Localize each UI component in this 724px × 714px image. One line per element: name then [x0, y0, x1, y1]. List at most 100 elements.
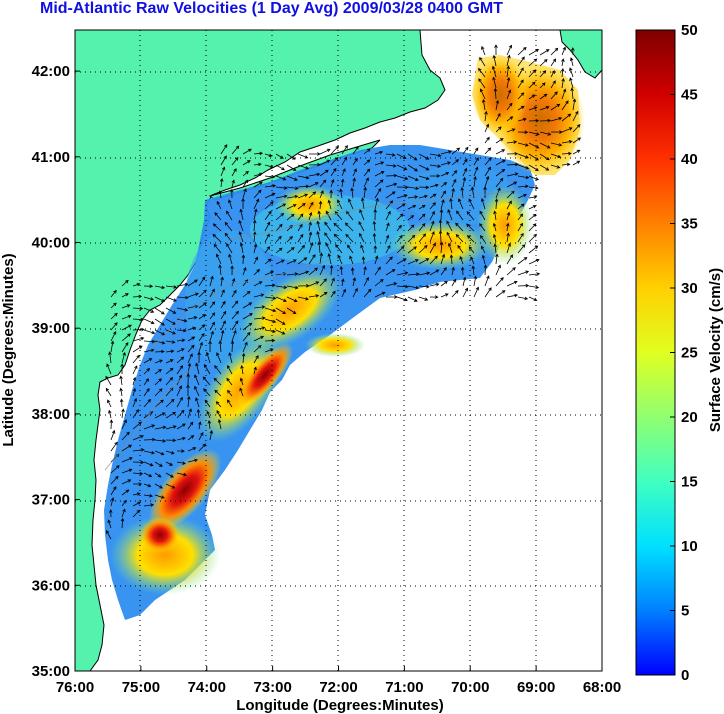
velocity-arrow [374, 255, 379, 265]
velocity-arrow [253, 162, 262, 167]
velocity-arrow [110, 475, 119, 485]
velocity-arrow [528, 258, 540, 265]
colorbar-tick-label: 0 [681, 667, 689, 684]
velocity-arrow [286, 213, 295, 221]
velocity-arrow [227, 389, 233, 397]
velocity-arrow [506, 65, 510, 78]
velocity-arrow [176, 365, 184, 375]
velocity-arrow [121, 419, 127, 430]
velocity-arrow [253, 208, 258, 221]
velocity-arrow [110, 302, 117, 309]
velocity-arrow [459, 255, 464, 265]
velocity-arrow [132, 460, 145, 465]
velocity-arrow [440, 161, 451, 166]
velocity-arrow [374, 291, 386, 298]
velocity-arrow [143, 424, 156, 430]
velocity-arrow [418, 153, 430, 160]
velocity-arrow [143, 284, 154, 288]
velocity-arrow [154, 439, 167, 443]
velocity-arrow [517, 105, 525, 111]
velocity-arrow [198, 302, 207, 309]
velocity-arrow [308, 281, 320, 287]
velocity-arrow [539, 142, 551, 149]
velocity-arrow [451, 170, 458, 177]
velocity-arrow [374, 266, 381, 276]
x-tick-label: 75:00 [122, 679, 160, 696]
velocity-arrow [264, 210, 272, 221]
velocity-arrow [528, 285, 540, 289]
velocity-arrow [561, 139, 573, 144]
map-title: Mid-Atlantic Raw Velocities (1 Day Avg) … [40, 0, 503, 17]
velocity-arrow [494, 44, 498, 56]
velocity-arrow [528, 131, 540, 136]
velocity-arrow [550, 142, 563, 147]
velocity-arrow [396, 185, 409, 190]
velocity-arrow [275, 318, 286, 325]
velocity-arrow [286, 259, 297, 265]
velocity-arrow [550, 153, 562, 159]
x-tick-label: 73:00 [253, 679, 291, 696]
velocity-arrow [528, 153, 539, 161]
velocity-arrow [297, 175, 310, 180]
velocity-arrow [506, 267, 516, 276]
velocity-arrow [242, 160, 251, 166]
velocity-arrow [286, 272, 299, 276]
velocity-arrow [154, 399, 164, 408]
velocity-arrow [212, 233, 222, 243]
velocity-arrow [462, 176, 467, 188]
velocity-arrow [239, 387, 244, 397]
velocity-arrow [264, 246, 271, 254]
velocity-arrow [143, 358, 153, 364]
velocity-arrow [528, 142, 540, 149]
velocity-arrow [165, 367, 174, 375]
velocity-arrow [195, 362, 200, 375]
velocity-arrow [143, 388, 150, 397]
velocity-arrow [347, 244, 354, 254]
velocity-arrow [330, 277, 335, 287]
velocity-arrow [286, 247, 295, 254]
velocity-arrow [165, 329, 176, 335]
velocity-arrow [286, 153, 296, 160]
velocity-arrow [230, 188, 234, 199]
velocity-arrow [528, 69, 537, 78]
y-tick-label: 42:00 [32, 63, 70, 80]
velocity-arrow [429, 174, 441, 178]
velocity-arrow [121, 351, 126, 364]
velocity-arrow [121, 324, 132, 331]
velocity-arrow [528, 296, 538, 302]
velocity-arrow [154, 494, 165, 499]
velocity-arrow [264, 233, 270, 243]
velocity-arrow [341, 156, 348, 166]
velocity-arrow [308, 267, 319, 276]
velocity-arrow [154, 296, 166, 302]
velocity-arrow [478, 78, 486, 89]
velocity-arrow [286, 186, 299, 190]
velocity-arrow [462, 167, 468, 177]
velocity-arrow [216, 410, 222, 419]
velocity-arrow [374, 187, 382, 199]
velocity-arrow [264, 201, 274, 210]
velocity-arrow [528, 272, 541, 276]
velocity-arrow [132, 345, 143, 353]
velocity-arrow [143, 329, 156, 335]
velocity-arrow [154, 329, 166, 336]
velocity-arrow [539, 70, 547, 78]
velocity-arrow [264, 175, 276, 179]
velocity-arrow [209, 288, 215, 298]
velocity-arrow [194, 374, 200, 386]
velocity-arrow [407, 234, 416, 243]
velocity-arrow [154, 359, 163, 364]
velocity-arrow [207, 419, 212, 430]
velocity-arrow [473, 175, 477, 188]
velocity-arrow [528, 106, 538, 111]
velocity-arrow [460, 266, 465, 276]
velocity-arrow [451, 289, 459, 298]
velocity-arrow [550, 70, 555, 78]
velocity-arrow [319, 179, 327, 188]
velocity-arrow [154, 425, 167, 430]
velocity-arrow [473, 157, 479, 166]
velocity-arrow [231, 310, 239, 320]
velocity-arrow [308, 211, 313, 221]
velocity-arrow [316, 230, 321, 243]
velocity-arrow [479, 56, 486, 67]
